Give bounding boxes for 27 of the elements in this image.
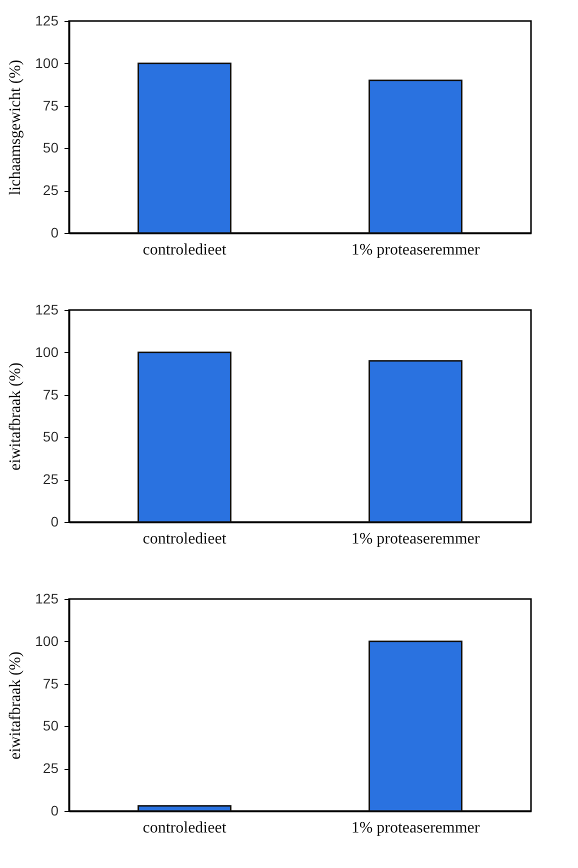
y-tick-label: 25 [42,182,59,198]
x-tick-label: 1% proteaseremmer [351,530,480,548]
y-tick-label: 0 [50,514,59,530]
y-axis-title: lichaamsgewicht (%) [7,60,24,196]
y-tick-label: 50 [42,140,59,156]
y-tick-label: 50 [42,428,59,445]
x-tick-label: 1% proteaseremmer [351,820,480,836]
y-tick-label: 25 [42,471,59,488]
x-tick-label: controledieet [142,820,227,836]
x-tick-label: 1% proteaseremmer [351,242,480,258]
y-tick-label: 0 [50,224,59,240]
y-tick-label: 100 [35,344,59,360]
y-tick-label: 125 [35,302,59,318]
y-tick-label: 75 [42,97,59,114]
x-tick-label: controledieet [142,530,227,548]
y-tick-label: 0 [50,802,59,818]
y-axis-title: eiwitafbraak (%) [7,362,24,470]
y-tick-label: 100 [35,54,59,71]
y-axis-title: eiwitafbraak (%) [7,652,24,760]
y-tick-label: 125 [35,12,59,28]
y-tick-label: 50 [42,718,59,734]
y-tick-label: 25 [42,760,59,776]
y-tick-label: 100 [35,632,59,649]
y-tick-label: 75 [42,675,59,692]
y-tick-label: 125 [35,590,59,606]
y-tick-label: 75 [42,386,59,402]
x-tick-label: controledieet [142,242,227,258]
